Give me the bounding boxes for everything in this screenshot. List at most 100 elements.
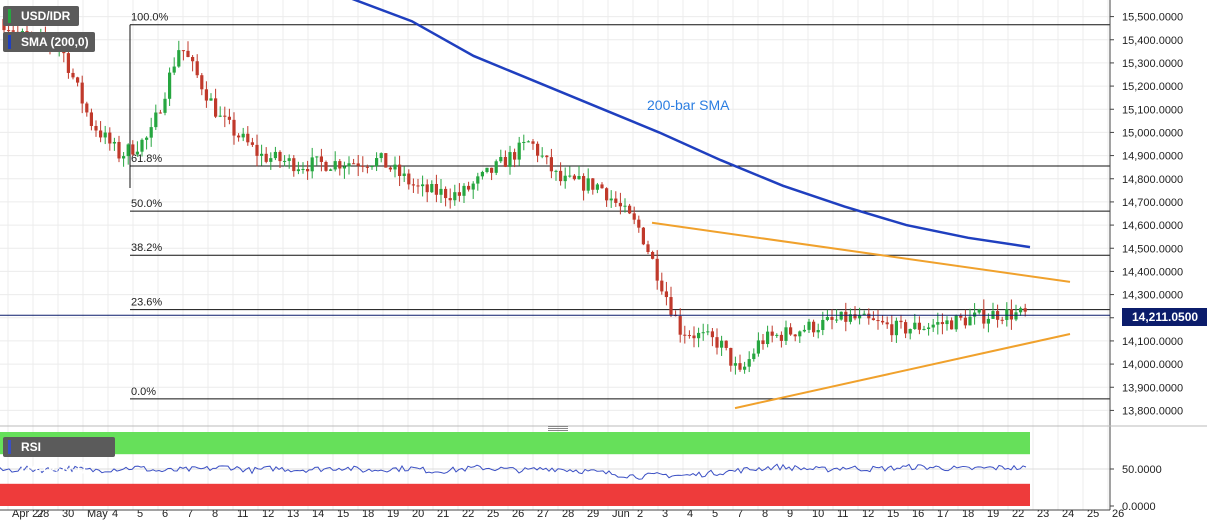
rsi-legend-label: RSI (14,70,30,1) <box>21 440 86 474</box>
fib-level-label: 61.8% <box>131 153 162 165</box>
candle-body <box>241 133 245 138</box>
x-tick-label: 15 <box>337 508 349 520</box>
symbol-badge[interactable]: USD/IDR <box>3 6 79 26</box>
x-tick-label: 4 <box>687 508 693 520</box>
current-price-tag: 14,211.0500 <box>1122 308 1207 326</box>
candle-body <box>876 320 880 322</box>
candle-body <box>448 198 452 201</box>
x-tick-label: 8 <box>212 508 218 520</box>
fib-level-label: 38.2% <box>131 242 162 254</box>
rsi-swatch <box>8 440 11 454</box>
candle-body <box>628 205 632 214</box>
candle-body <box>816 329 820 333</box>
candle-body <box>1005 309 1009 320</box>
candle-body <box>117 141 121 159</box>
x-tick-label: 14 <box>312 508 324 520</box>
candle-body <box>20 31 24 33</box>
sma-200-line <box>351 0 1031 249</box>
candle-body <box>370 166 374 168</box>
candle-body <box>480 171 484 177</box>
candles-layer <box>2 9 1027 375</box>
x-tick-label: 3 <box>662 508 668 520</box>
x-tick-label: Apr 27 <box>12 508 44 520</box>
x-tick-label: 16 <box>912 508 924 520</box>
pane-splitter-handle[interactable] <box>548 426 568 431</box>
candle-body <box>172 66 176 73</box>
x-tick-label: 17 <box>937 508 949 520</box>
candle-body <box>140 139 144 152</box>
candle-body <box>94 125 98 131</box>
candle-body <box>802 329 806 332</box>
candle-body <box>384 153 388 168</box>
candle-body <box>181 50 185 52</box>
candle-body <box>361 165 365 167</box>
candle-body <box>76 77 80 83</box>
candle-body <box>646 244 650 253</box>
y-tick-label: 14,700.0000 <box>1122 197 1183 209</box>
candle-body <box>825 317 829 320</box>
y-tick-label: 15,100.0000 <box>1122 104 1183 116</box>
candle-body <box>352 163 356 165</box>
candle-body <box>715 337 719 348</box>
current-price-label: 14,211.0500 <box>1132 310 1199 324</box>
candle-body <box>158 112 162 114</box>
candle-body <box>402 173 406 176</box>
candle-body <box>692 335 696 339</box>
candle-body <box>218 115 222 117</box>
candle-body <box>917 322 921 330</box>
symbol-label: USD/IDR <box>21 9 71 23</box>
candle-body <box>214 98 218 117</box>
candle-body <box>71 72 75 78</box>
candle-body <box>609 198 613 201</box>
candle-body <box>347 163 351 167</box>
rsi-badge[interactable]: RSI (14,70,30,1) <box>3 437 115 474</box>
candle-body <box>940 322 944 325</box>
x-tick-label: 26 <box>1112 508 1124 520</box>
fib-level-label: 23.6% <box>131 297 162 309</box>
x-tick-label: 26 <box>512 508 524 520</box>
candle-body <box>310 157 314 172</box>
candle-body <box>453 192 457 201</box>
candle-body <box>273 151 277 159</box>
candle-body <box>494 161 498 173</box>
candle-body <box>200 75 204 90</box>
candle-body <box>973 312 977 317</box>
candle-body <box>324 161 328 171</box>
candle-body <box>830 317 834 320</box>
candle-body <box>927 327 931 329</box>
candle-body <box>950 320 954 330</box>
candle-body <box>126 144 130 157</box>
candle-body <box>112 141 116 144</box>
candle-body <box>559 170 563 182</box>
x-tick-label: 7 <box>187 508 193 520</box>
candle-body <box>743 366 747 370</box>
sma-layer: 200-bar SMA <box>351 0 1031 249</box>
candle-body <box>982 309 986 324</box>
y-tick-label: 14,100.0000 <box>1122 336 1183 348</box>
x-tick-label: 11 <box>837 508 848 520</box>
candle-body <box>1023 308 1027 312</box>
candle-body <box>186 50 190 57</box>
candle-body <box>301 168 305 170</box>
candle-body <box>724 340 728 348</box>
candle-body <box>462 185 466 196</box>
candle-body <box>986 318 990 324</box>
candle-body <box>388 167 392 170</box>
candle-body <box>191 56 195 62</box>
candle-body <box>287 158 291 161</box>
candle-body <box>421 184 425 187</box>
sma-badge[interactable]: SMA (200,0) <box>3 32 95 52</box>
x-tick-label: 13 <box>287 508 299 520</box>
x-tick-label: 18 <box>962 508 974 520</box>
candle-body <box>779 334 783 341</box>
candle-body <box>660 280 664 292</box>
candle-body <box>80 82 84 104</box>
candle-body <box>1014 312 1018 320</box>
candle-body <box>540 155 544 157</box>
candle-body <box>871 318 875 321</box>
candle-body <box>591 178 595 190</box>
candle-body <box>154 112 158 128</box>
candle-body <box>499 156 503 162</box>
